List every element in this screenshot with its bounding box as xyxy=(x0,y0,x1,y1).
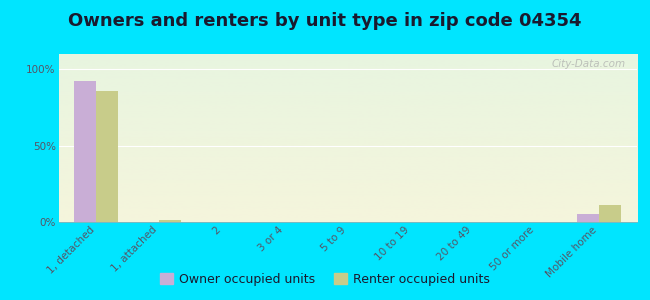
Bar xyxy=(74,82,96,222)
Bar xyxy=(577,214,599,222)
Text: Owners and renters by unit type in zip code 04354: Owners and renters by unit type in zip c… xyxy=(68,12,582,30)
Bar xyxy=(599,205,621,222)
Text: City-Data.com: City-Data.com xyxy=(551,59,625,69)
Bar xyxy=(159,220,181,222)
Bar xyxy=(96,91,118,222)
Legend: Owner occupied units, Renter occupied units: Owner occupied units, Renter occupied un… xyxy=(155,268,495,291)
